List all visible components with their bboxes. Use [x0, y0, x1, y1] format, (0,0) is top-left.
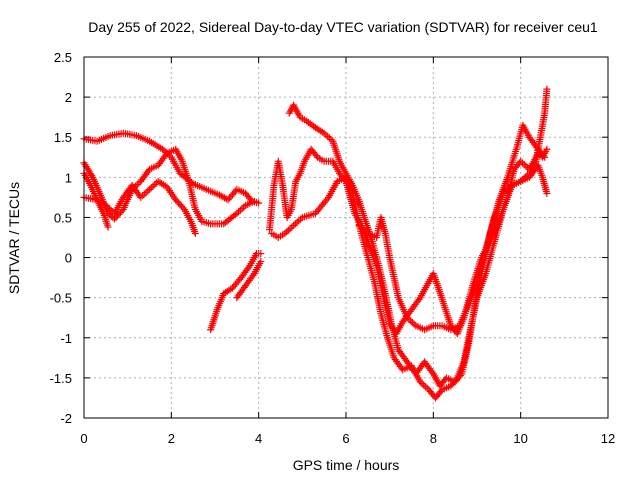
- data-point: [257, 258, 265, 266]
- data-point: [539, 152, 547, 160]
- x-tick-label: 8: [430, 431, 437, 446]
- data-point: [518, 159, 526, 167]
- y-tick-label: 0: [65, 251, 72, 266]
- y-tick-label: 1.5: [54, 130, 72, 145]
- data-point: [140, 190, 148, 198]
- data-point: [421, 383, 429, 391]
- y-tick-label: 1: [65, 170, 72, 185]
- data-point: [249, 271, 257, 279]
- series-7: [285, 101, 549, 390]
- x-tick-label: 4: [255, 431, 262, 446]
- series-0: [80, 129, 263, 207]
- x-tick-label: 0: [80, 431, 87, 446]
- series-5: [233, 258, 265, 302]
- data-point: [179, 204, 187, 212]
- data-point: [238, 205, 246, 213]
- data-point: [325, 134, 333, 142]
- series-3: [80, 169, 112, 231]
- chart-title: Day 255 of 2022, Sidereal Day-to-day VTE…: [88, 19, 598, 35]
- data-point: [144, 187, 152, 195]
- plot-frame: [83, 56, 609, 419]
- data-point: [284, 226, 292, 234]
- data-point: [543, 145, 551, 153]
- data-point: [142, 189, 150, 197]
- data-point: [147, 184, 155, 192]
- y-tick-label: 2.5: [54, 50, 72, 65]
- data-point: [291, 220, 299, 228]
- data-point: [293, 218, 301, 226]
- data-point: [543, 85, 551, 93]
- x-tick-label: 10: [513, 431, 527, 446]
- data-point: [257, 250, 265, 258]
- data-point: [191, 229, 199, 237]
- data-point: [104, 223, 112, 231]
- y-axis-label: SDTVAR / TECUs: [6, 182, 22, 294]
- series-9: [355, 161, 551, 334]
- grid-lines: [83, 56, 609, 419]
- data-point: [295, 217, 303, 225]
- y-tick-label: -1.5: [50, 371, 72, 386]
- data-point: [423, 384, 431, 392]
- data-point: [541, 153, 549, 161]
- data-point: [286, 225, 294, 233]
- data-point: [288, 223, 296, 231]
- series-4: [207, 250, 265, 334]
- y-tick-label: -1: [60, 331, 72, 346]
- x-tick-label: 2: [168, 431, 175, 446]
- data-point: [420, 381, 428, 389]
- y-tick-label: 2: [65, 90, 72, 105]
- data-point: [428, 368, 436, 376]
- data-point: [250, 197, 258, 205]
- data-point: [146, 185, 153, 193]
- axis-ticks: 0 2 4 6 8 10 12 -2 -1.5 -1 -0.5 0 0.5 1 1.5 2 2.5: [50, 50, 616, 446]
- data-point: [149, 182, 157, 190]
- y-tick-label: -2: [60, 411, 72, 426]
- data-point: [245, 263, 253, 271]
- data-point: [520, 160, 528, 168]
- x-axis-label: GPS time / hours: [293, 457, 400, 473]
- data-point: [118, 207, 126, 215]
- y-tick-label: 0.5: [54, 210, 72, 225]
- data-point: [324, 132, 332, 140]
- series-8: [268, 85, 551, 402]
- x-tick-label: 12: [601, 431, 615, 446]
- data-point: [236, 206, 244, 214]
- data-point: [452, 375, 460, 383]
- data-point: [408, 319, 416, 327]
- data-point: [255, 199, 263, 207]
- data-point: [543, 189, 551, 197]
- data-markers: [80, 85, 551, 402]
- data-point: [290, 221, 298, 229]
- x-tick-label: 6: [342, 431, 349, 446]
- data-point: [522, 162, 530, 170]
- y-tick-label: -0.5: [50, 291, 72, 306]
- data-point: [312, 152, 320, 160]
- data-point: [415, 295, 423, 303]
